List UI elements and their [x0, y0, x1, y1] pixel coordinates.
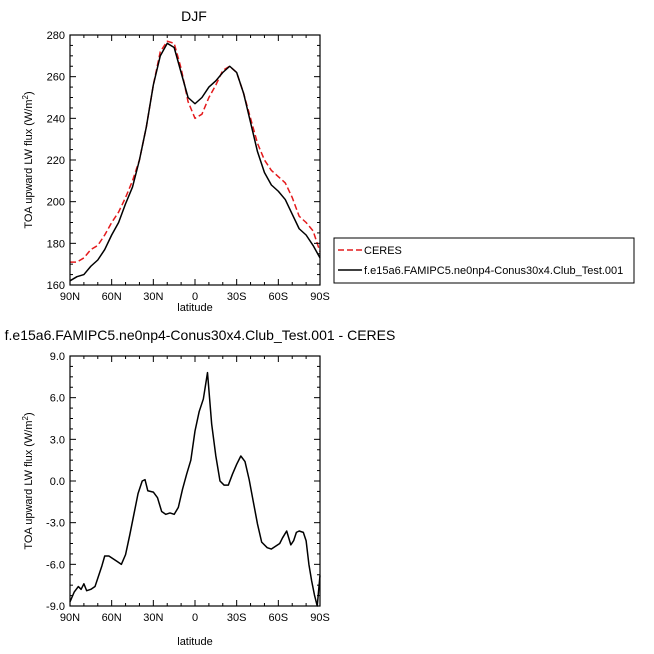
top-chart-y-tick-label-5: 260 — [47, 72, 65, 84]
bottom-chart-x-tick-label-0: 90N — [60, 612, 80, 624]
top-chart-tick-layer: 90N 60N 30N 0 30S 60S 90S 160 180 200 220 240 260 280 — [47, 30, 330, 303]
bottom-chart-y-tick-label-6: 9.0 — [50, 351, 65, 363]
bottom-chart-y-tick-label-1: -6.0 — [46, 559, 65, 571]
top-chart-y-tick-label-0: 160 — [47, 280, 65, 292]
top-chart-frame — [69, 34, 321, 286]
top-chart-series-layer — [69, 40, 321, 282]
legend-box — [333, 237, 635, 284]
top-chart-y-axis-title-close: ) — [23, 91, 35, 95]
bottom-chart-series-line-0 — [69, 371, 321, 607]
top-chart-x-tick-label-3: 0 — [192, 291, 198, 303]
legend-label-model: f.e15a6.FAMIPC5.ne0np4-Conus30x4.Club_Te… — [364, 265, 623, 277]
top-chart-x-tick-label-6: 90S — [310, 291, 330, 303]
bottom-chart-x-tick-label-1: 60N — [102, 612, 122, 624]
bottom-chart-y-tick-label-4: 3.0 — [50, 434, 65, 446]
top-chart-x-tick-label-4: 30S — [227, 291, 247, 303]
bottom-chart-x-tick-label-4: 30S — [227, 612, 247, 624]
top-chart-x-tick-label-5: 60S — [269, 291, 289, 303]
bottom-chart-series-layer — [69, 371, 321, 607]
top-chart-title: DJF — [181, 8, 207, 24]
top-chart-series-line-1 — [69, 42, 321, 282]
bottom-chart-y-axis-title-close: ) — [23, 412, 35, 416]
bottom-chart-x-tick-label-6: 90S — [310, 612, 330, 624]
bottom-chart-frame — [69, 355, 321, 607]
bottom-chart-y-axis-title: TOA upward LW flux (W/m2) — [21, 412, 35, 549]
bottom-chart-title: f.e15a6.FAMIPC5.ne0np4-Conus30x4.Club_Te… — [5, 327, 396, 343]
top-chart-y-tick-label-2: 200 — [47, 197, 65, 209]
bottom-chart-plot-area: 90N 60N 30N 0 30S 60S 90S -9.0 -6.0 -3.0 0.0 3.0 6.0… — [46, 351, 330, 624]
top-chart-y-axis-title-main: TOA upward LW flux (W/m — [23, 99, 35, 228]
bottom-chart-y-tick-label-2: -3.0 — [46, 518, 65, 530]
bottom-chart-x-tick-label-2: 30N — [143, 612, 163, 624]
svg-text:TOA upward LW flux (W/m2): TOA upward LW flux (W/m2) — [21, 412, 35, 549]
bottom-chart-x-tick-label-5: 60S — [269, 612, 289, 624]
top-chart-series-line-0 — [70, 40, 321, 263]
bottom-chart: f.e15a6.FAMIPC5.ne0np4-Conus30x4.Club_Te… — [5, 327, 396, 648]
top-chart-legend: CERES f.e15a6.FAMIPC5.ne0np4-Conus30x4.C… — [333, 237, 635, 284]
bottom-chart-y-tick-label-0: -9.0 — [46, 601, 65, 613]
top-chart: DJF 90N 60N 30N 0 30S 60S 90S 160 180 200 220 240 26… — [21, 8, 635, 314]
top-chart-x-tick-label-2: 30N — [143, 291, 163, 303]
top-chart-y-axis-title: TOA upward LW flux (W/m2) — [21, 91, 35, 228]
top-chart-x-tick-label-0: 90N — [60, 291, 80, 303]
top-chart-x-tick-label-1: 60N — [102, 291, 122, 303]
top-chart-y-tick-label-4: 240 — [47, 113, 65, 125]
svg-text:TOA upward LW flux (W/m2): TOA upward LW flux (W/m2) — [21, 91, 35, 228]
top-chart-y-tick-label-3: 220 — [47, 155, 65, 167]
top-chart-y-tick-label-6: 280 — [47, 30, 65, 42]
bottom-chart-y-tick-label-5: 6.0 — [50, 393, 65, 405]
top-chart-y-tick-label-1: 180 — [47, 238, 65, 250]
bottom-chart-x-tick-label-3: 0 — [192, 612, 198, 624]
bottom-chart-x-axis-title: latitude — [177, 636, 212, 648]
bottom-chart-y-axis-title-main: TOA upward LW flux (W/m — [23, 420, 35, 549]
top-chart-y-axis-title-sup: 2 — [21, 94, 30, 99]
bottom-chart-y-tick-label-3: 0.0 — [50, 476, 65, 488]
bottom-chart-y-axis-title-sup: 2 — [21, 415, 30, 420]
top-chart-x-axis-title: latitude — [177, 302, 212, 314]
top-chart-plot-area: 90N 60N 30N 0 30S 60S 90S 160 180 200 220 240 260 280 — [47, 30, 330, 303]
legend-label-ceres: CERES — [364, 245, 402, 257]
bottom-chart-tick-layer: 90N 60N 30N 0 30S 60S 90S -9.0 -6.0 -3.0 0.0 3.0 6.0… — [46, 351, 330, 624]
